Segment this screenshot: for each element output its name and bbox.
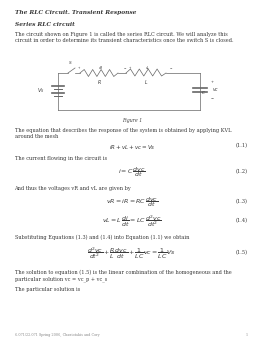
Text: $-$: $-$ (210, 95, 215, 100)
Text: The equation that describes the response of the system is obtained by applying K: The equation that describes the response… (15, 128, 231, 139)
Text: $S$: $S$ (68, 59, 72, 66)
Text: (1.1): (1.1) (236, 143, 248, 148)
Text: $\dfrac{d^2vc}{dt^2} + \dfrac{R}{L}\dfrac{dvc}{dt} + \dfrac{1}{LC}vc = \dfrac{1}: $\dfrac{d^2vc}{dt^2} + \dfrac{R}{L}\dfra… (87, 246, 177, 262)
Text: (1.5): (1.5) (236, 250, 248, 255)
Text: $i = C\,\dfrac{dvc}{dt}$: $i = C\,\dfrac{dvc}{dt}$ (118, 165, 146, 179)
Text: (1.2): (1.2) (236, 169, 248, 174)
Text: The circuit shown on Figure 1 is called the series RLC circuit. We will analyze : The circuit shown on Figure 1 is called … (15, 32, 233, 43)
Text: (1.3): (1.3) (236, 199, 248, 204)
Text: $-$: $-$ (169, 67, 173, 71)
Text: The particular solution is: The particular solution is (15, 287, 80, 292)
Text: $C$: $C$ (201, 89, 206, 95)
Text: Series RLC circuit: Series RLC circuit (15, 22, 74, 27)
Text: $L$: $L$ (144, 78, 148, 86)
Text: (1.4): (1.4) (236, 218, 248, 223)
Text: $-$: $-$ (123, 67, 127, 71)
Text: $vL = L\,\dfrac{di}{dt} = LC\,\dfrac{d^2vc}{dt^2}$: $vL = L\,\dfrac{di}{dt} = LC\,\dfrac{d^2… (102, 214, 162, 230)
Text: $iR + vL + vc = Vs$: $iR + vL + vc = Vs$ (109, 143, 155, 151)
Text: $vc$: $vc$ (212, 86, 219, 93)
Text: The current flowing in the circuit is: The current flowing in the circuit is (15, 156, 107, 161)
Text: Figure 1: Figure 1 (122, 118, 142, 123)
Text: The solution to equation (1.5) is the linear combination of the homogeneous and : The solution to equation (1.5) is the li… (15, 270, 231, 282)
Text: $+$: $+$ (77, 64, 81, 71)
Text: 1: 1 (246, 333, 248, 337)
Text: $V_S$: $V_S$ (37, 86, 45, 95)
Text: $+$: $+$ (128, 64, 132, 71)
Text: $vR$: $vR$ (98, 64, 104, 71)
Text: $vL$: $vL$ (145, 64, 151, 71)
Text: And thus the voltages vR and vL are given by: And thus the voltages vR and vL are give… (15, 186, 131, 191)
Text: $+$: $+$ (210, 78, 215, 85)
Text: The RLC Circuit. Transient Response: The RLC Circuit. Transient Response (15, 10, 136, 15)
Text: $R$: $R$ (97, 78, 101, 86)
Text: Substituting Equations (1.3) and (1.4) into Equation (1.1) we obtain: Substituting Equations (1.3) and (1.4) i… (15, 235, 189, 240)
Text: 6.071/22.071 Spring 2006, Chaniotakis and Cory: 6.071/22.071 Spring 2006, Chaniotakis an… (15, 333, 99, 337)
Text: $vR = iR = RC\,\dfrac{dvc}{dt}$: $vR = iR = RC\,\dfrac{dvc}{dt}$ (106, 195, 158, 209)
